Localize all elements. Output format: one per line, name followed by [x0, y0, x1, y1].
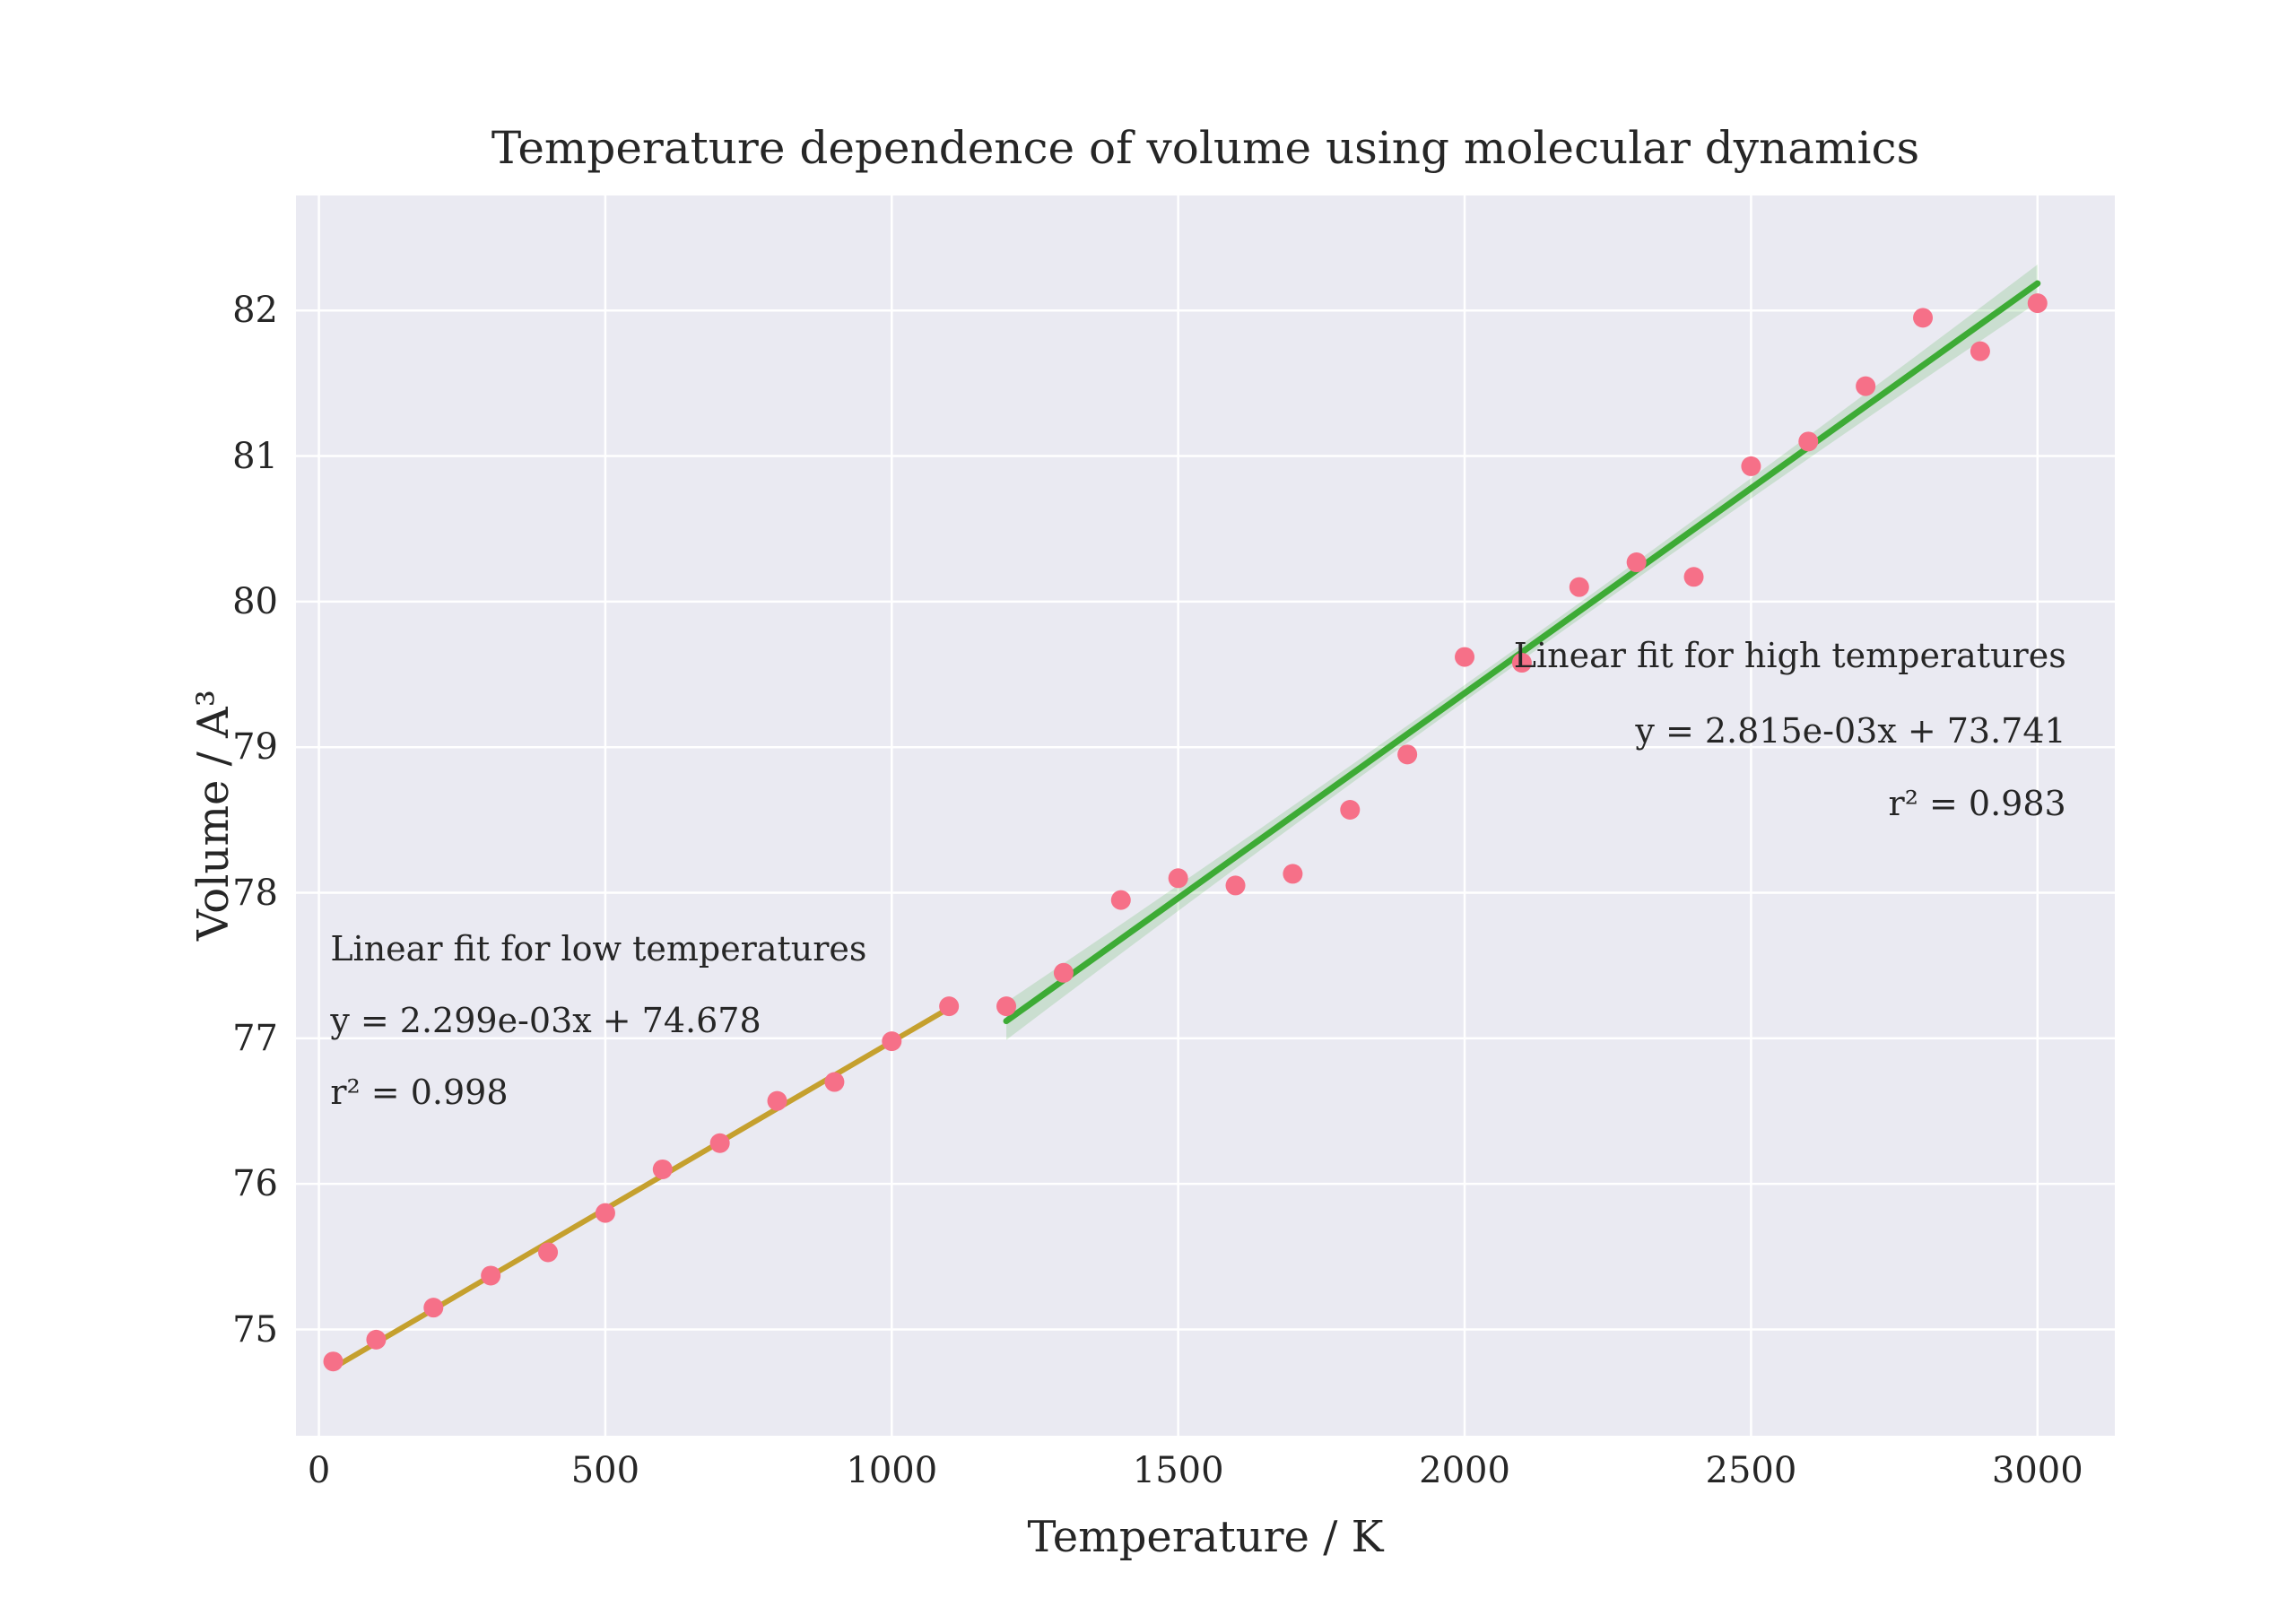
y-tick-label: 81 — [232, 435, 278, 477]
y-tick-label: 79 — [232, 726, 278, 769]
x-tick-label: 500 — [570, 1450, 640, 1491]
data-point — [366, 1329, 387, 1350]
x-tick-label: 2000 — [1419, 1450, 1510, 1491]
x-tick-label: 1000 — [846, 1450, 938, 1491]
y-axis-label: Volume / A³ — [188, 690, 239, 941]
x-tick-label: 0 — [307, 1450, 331, 1491]
y-tick-label: 80 — [232, 580, 278, 622]
data-point — [1168, 868, 1188, 889]
y-tick-label: 82 — [232, 290, 278, 332]
data-point — [538, 1242, 559, 1263]
data-point — [1683, 567, 1704, 587]
y-tick-label: 78 — [232, 872, 278, 914]
data-point — [1340, 800, 1361, 821]
data-point — [1970, 341, 1990, 361]
x-tick-label: 3000 — [1991, 1450, 2083, 1491]
data-point — [481, 1265, 501, 1286]
data-point — [1053, 962, 1074, 983]
chart-title: Temperature dependence of volume using m… — [491, 122, 1920, 174]
data-point — [1913, 308, 1934, 328]
data-point — [1511, 653, 1532, 673]
data-point — [2027, 293, 2048, 314]
plot-area: Linear fit for low temperatures y = 2.29… — [296, 195, 2115, 1436]
data-point — [824, 1072, 845, 1092]
data-point — [1283, 864, 1303, 884]
data-point — [939, 996, 960, 1017]
data-point — [323, 1351, 344, 1372]
data-point — [423, 1298, 444, 1318]
data-point — [1569, 577, 1589, 597]
x-tick-label: 2500 — [1705, 1450, 1797, 1491]
x-axis-label: Temperature / K — [1027, 1512, 1384, 1562]
high-temperature-fit-line — [1003, 280, 2041, 1025]
data-point — [882, 1031, 902, 1052]
data-point — [1741, 456, 1761, 476]
data-point — [595, 1203, 615, 1223]
data-point — [1798, 431, 1819, 452]
x-tick-label: 1500 — [1132, 1450, 1224, 1491]
plot-canvas — [296, 195, 2115, 1436]
data-point — [1397, 744, 1418, 765]
data-point — [709, 1133, 730, 1153]
y-tick-label: 77 — [232, 1017, 278, 1059]
y-tick-label: 75 — [232, 1308, 278, 1351]
data-point — [1856, 376, 1876, 396]
data-point — [1225, 875, 1246, 896]
data-point — [1110, 890, 1131, 910]
data-point — [1455, 647, 1475, 667]
low-temperature-fit-line — [330, 1005, 952, 1371]
data-point — [652, 1159, 673, 1179]
data-point — [1626, 552, 1647, 573]
data-point — [996, 996, 1017, 1017]
data-point — [767, 1090, 787, 1111]
y-tick-label: 76 — [232, 1163, 278, 1205]
